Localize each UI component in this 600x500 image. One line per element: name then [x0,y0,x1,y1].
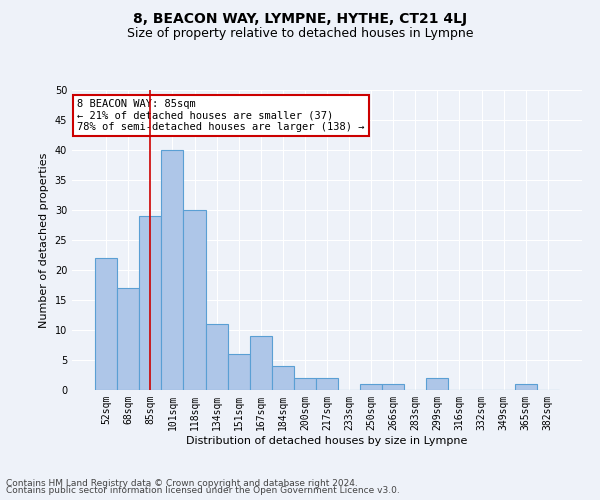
Bar [272,366,294,390]
Bar [117,288,139,390]
Bar [382,384,404,390]
Bar [184,210,206,390]
X-axis label: Distribution of detached houses by size in Lympne: Distribution of detached houses by size … [187,436,467,446]
Text: Contains HM Land Registry data © Crown copyright and database right 2024.: Contains HM Land Registry data © Crown c… [6,478,358,488]
Bar [515,384,537,390]
Bar [161,150,184,390]
Bar [227,354,250,390]
Y-axis label: Number of detached properties: Number of detached properties [39,152,49,328]
Bar [250,336,272,390]
Bar [95,258,117,390]
Text: Size of property relative to detached houses in Lympne: Size of property relative to detached ho… [127,28,473,40]
Bar [206,324,227,390]
Bar [360,384,382,390]
Text: Contains public sector information licensed under the Open Government Licence v3: Contains public sector information licen… [6,486,400,495]
Bar [427,378,448,390]
Bar [139,216,161,390]
Text: 8 BEACON WAY: 85sqm
← 21% of detached houses are smaller (37)
78% of semi-detach: 8 BEACON WAY: 85sqm ← 21% of detached ho… [77,99,365,132]
Text: 8, BEACON WAY, LYMPNE, HYTHE, CT21 4LJ: 8, BEACON WAY, LYMPNE, HYTHE, CT21 4LJ [133,12,467,26]
Bar [316,378,338,390]
Bar [294,378,316,390]
